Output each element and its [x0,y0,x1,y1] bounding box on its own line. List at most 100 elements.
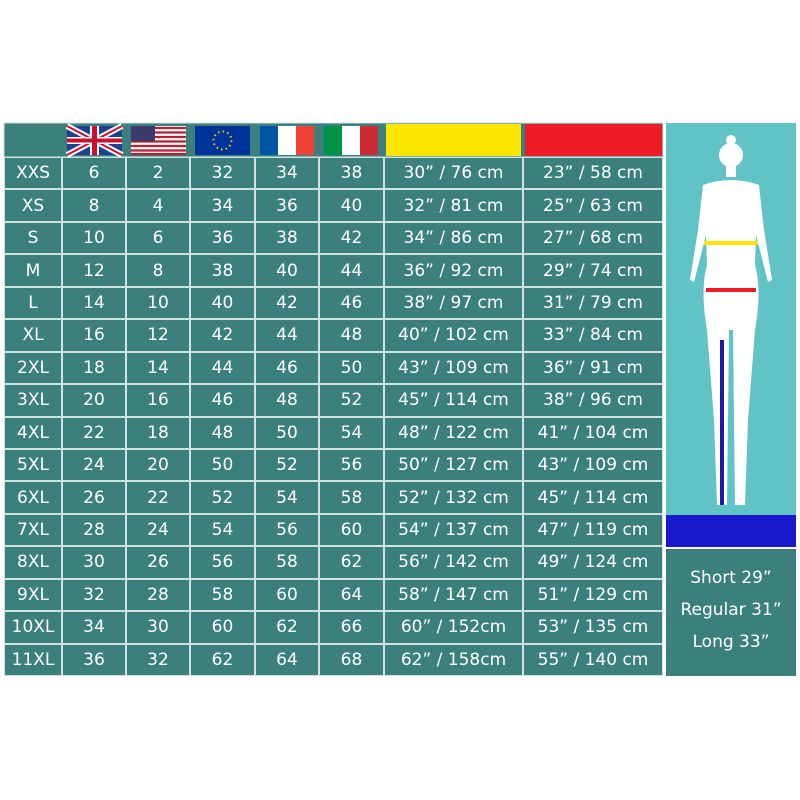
size-cell: 46 [319,286,384,320]
size-label: 9XL [4,578,62,612]
size-label: 3XL [4,384,62,417]
size-cell: 45” / 114 cm [384,384,523,417]
size-cell: 56” / 142 cm [384,546,523,579]
size-cell: 28 [126,578,190,612]
size-cell: 40 [319,189,384,222]
size-cell: 4 [126,189,190,222]
size-cell: 40 [190,286,255,320]
size-cell: 50” / 127 cm [384,448,523,482]
size-cell: 64 [319,578,384,612]
size-cell: 29” / 74 cm [523,254,663,287]
size-cell: 36” / 91 cm [523,351,663,385]
size-cell: 38 [190,254,255,287]
size-cell: 56 [190,546,255,579]
size-cell: 62 [190,643,255,676]
size-cell: 12 [126,319,190,352]
size-cell: 6 [62,157,126,190]
size-cell: 22 [62,416,126,449]
size-cell: 6 [126,221,190,255]
size-cell: 32 [190,157,255,190]
size-label: XL [4,319,62,352]
size-cell: 30” / 76 cm [384,157,523,190]
it-flag [324,126,378,155]
size-cell: 24 [126,513,190,547]
us-flag [131,126,186,156]
size-cell: 45” / 114 cm [523,481,663,514]
eu-flag [195,126,250,155]
size-cell: 30 [126,611,190,644]
size-cell: 43” / 109 cm [523,448,663,482]
size-cell: 42 [255,286,319,320]
size-cell: 41” / 104 cm [523,416,663,449]
size-cell: 40 [255,254,319,287]
size-cell: 42 [319,221,384,255]
size-cell: 62” / 158cm [384,643,523,676]
size-cell: 52 [255,448,319,482]
size-cell: 34 [62,611,126,644]
size-cell: 48 [255,384,319,417]
size-cell: 48” / 122 cm [384,416,523,449]
size-label: 5XL [4,448,62,482]
size-cell: 44 [255,319,319,352]
size-cell: 50 [255,416,319,449]
size-label: L [4,286,62,320]
size-cell: 50 [190,448,255,482]
size-cell: 33” / 84 cm [523,319,663,352]
size-cell: 60 [255,578,319,612]
size-cell: 54” / 137 cm [384,513,523,547]
size-cell: 52 [190,481,255,514]
size-label: 10XL [4,611,62,644]
size-cell: 54 [319,416,384,449]
size-cell: 58” / 147 cm [384,578,523,612]
size-cell: 28 [62,513,126,547]
size-cell: 25” / 63 cm [523,189,663,222]
size-cell: 27” / 68 cm [523,221,663,255]
size-cell: 44 [190,351,255,385]
size-cell: 14 [62,286,126,320]
size-cell: 60 [190,611,255,644]
size-cell: 18 [62,351,126,385]
size-cell: 34” / 86 cm [384,221,523,255]
size-cell: 8 [62,189,126,222]
size-cell: 16 [126,384,190,417]
size-cell: 50 [319,351,384,385]
size-cell: 54 [255,481,319,514]
size-cell: 14 [126,351,190,385]
size-cell: 40” / 102 cm [384,319,523,352]
uk-flag [65,123,124,158]
inseam-long: Long 33” [692,632,770,652]
size-cell: 36” / 92 cm [384,254,523,287]
inseam-panel [666,549,796,676]
size-cell: 8 [126,254,190,287]
bust-color-key [386,124,521,156]
size-cell: 52” / 132 cm [384,481,523,514]
size-cell: 36 [190,221,255,255]
size-cell: 58 [319,481,384,514]
size-cell: 58 [190,578,255,612]
size-label: 6XL [4,481,62,514]
size-cell: 31” / 79 cm [523,286,663,320]
inseam-list: Short 29” Regular 31” Long 33” [666,123,796,676]
size-cell: 26 [62,481,126,514]
size-cell: 34 [255,157,319,190]
size-cell: 38 [319,157,384,190]
size-cell: 20 [62,384,126,417]
size-label: 4XL [4,416,62,449]
size-cell: 56 [319,448,384,482]
size-label: XS [4,189,62,222]
waist-color-key [525,124,662,156]
size-cell: 16 [62,319,126,352]
size-cell: 10 [62,221,126,255]
size-cell: 30 [62,546,126,579]
size-cell: 66 [319,611,384,644]
size-cell: 32” / 81 cm [384,189,523,222]
size-cell: 60” / 152cm [384,611,523,644]
size-cell: 51” / 129 cm [523,578,663,612]
body-figure [690,135,772,505]
size-label: M [4,254,62,287]
size-cell: 38” / 96 cm [523,384,663,417]
size-cell: 42 [190,319,255,352]
size-cell: 18 [126,416,190,449]
size-cell: 48 [319,319,384,352]
